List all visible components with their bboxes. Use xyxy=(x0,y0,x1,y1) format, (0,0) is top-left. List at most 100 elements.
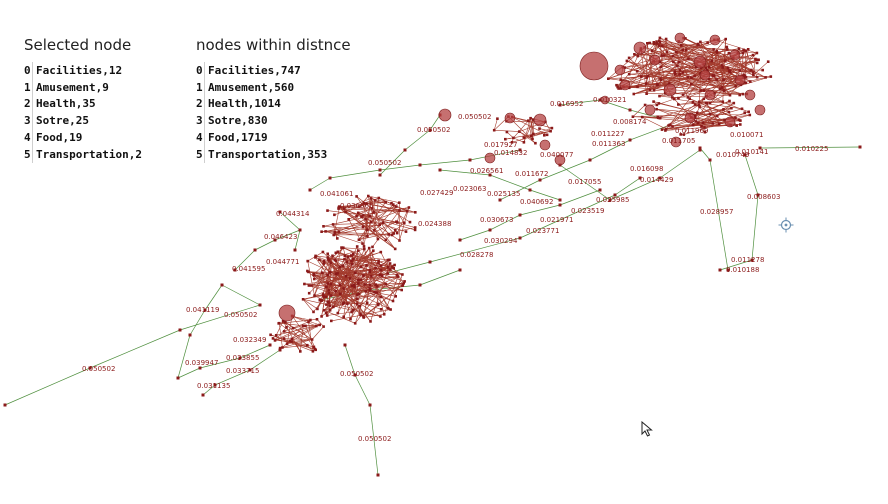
network-node[interactable] xyxy=(645,92,648,95)
network-node[interactable] xyxy=(379,264,383,267)
network-node[interactable] xyxy=(616,85,619,89)
network-node[interactable] xyxy=(308,188,312,192)
network-node[interactable] xyxy=(667,82,671,85)
network-node[interactable] xyxy=(405,209,409,213)
network-hub-node[interactable] xyxy=(619,79,631,91)
network-node[interactable] xyxy=(691,123,695,127)
network-node[interactable] xyxy=(357,282,360,285)
network-node[interactable] xyxy=(326,209,329,212)
network-node[interactable] xyxy=(697,103,701,107)
network-node[interactable] xyxy=(336,237,339,240)
network-hub-node[interactable] xyxy=(663,83,677,97)
network-node[interactable] xyxy=(696,111,699,115)
network-node[interactable] xyxy=(238,356,242,360)
network-node[interactable] xyxy=(518,130,521,133)
network-node[interactable] xyxy=(315,324,318,328)
network-node[interactable] xyxy=(749,80,752,83)
network-node[interactable] xyxy=(332,305,335,309)
network-node[interactable] xyxy=(330,319,333,323)
network-node[interactable] xyxy=(671,54,675,58)
network-node[interactable] xyxy=(248,368,252,372)
network-node[interactable] xyxy=(758,146,762,150)
network-node[interactable] xyxy=(291,326,295,330)
network-node[interactable] xyxy=(355,245,359,248)
network-node[interactable] xyxy=(326,282,329,285)
network-node[interactable] xyxy=(723,118,726,122)
network-node[interactable] xyxy=(698,146,702,150)
network-node[interactable] xyxy=(281,346,284,349)
network-node[interactable] xyxy=(704,101,708,105)
network-node[interactable] xyxy=(322,262,325,265)
network-node[interactable] xyxy=(747,110,750,114)
network-node[interactable] xyxy=(664,37,668,41)
network-node[interactable] xyxy=(391,299,395,303)
network-node[interactable] xyxy=(638,176,642,180)
network-node[interactable] xyxy=(732,101,736,105)
network-node[interactable] xyxy=(282,330,286,333)
network-node[interactable] xyxy=(363,247,366,251)
network-node[interactable] xyxy=(658,176,662,180)
network-node[interactable] xyxy=(755,61,759,65)
network-node[interactable] xyxy=(640,115,644,119)
network-node[interactable] xyxy=(327,292,330,295)
network-node[interactable] xyxy=(679,133,682,136)
network-node[interactable] xyxy=(395,273,399,277)
network-node[interactable] xyxy=(3,403,7,407)
network-node[interactable] xyxy=(543,134,546,137)
network-node[interactable] xyxy=(742,73,745,77)
network-node[interactable] xyxy=(355,195,358,198)
network-node[interactable] xyxy=(690,76,693,79)
network-node[interactable] xyxy=(708,112,712,116)
network-node[interactable] xyxy=(325,314,329,317)
network-node[interactable] xyxy=(342,315,345,319)
network-node[interactable] xyxy=(290,340,293,343)
network-node[interactable] xyxy=(398,209,401,212)
network-node[interactable] xyxy=(655,107,658,111)
network-hub-node[interactable] xyxy=(729,49,741,61)
network-node[interactable] xyxy=(366,234,369,238)
network-node[interactable] xyxy=(372,249,375,252)
network-hub-node[interactable] xyxy=(278,304,296,322)
network-node[interactable] xyxy=(744,49,748,53)
network-hub-node[interactable] xyxy=(539,139,551,151)
network-node[interactable] xyxy=(324,230,327,233)
network-node[interactable] xyxy=(328,304,331,308)
network-node[interactable] xyxy=(336,311,340,315)
network-node[interactable] xyxy=(329,282,333,286)
network-node[interactable] xyxy=(635,70,639,73)
network-node[interactable] xyxy=(334,251,338,255)
network-node[interactable] xyxy=(346,302,349,306)
network-hub-node[interactable] xyxy=(614,64,626,76)
network-node[interactable] xyxy=(658,36,662,40)
network-node[interactable] xyxy=(658,39,661,42)
network-node[interactable] xyxy=(377,259,380,263)
network-node[interactable] xyxy=(438,168,442,172)
network-node[interactable] xyxy=(329,270,332,274)
network-node[interactable] xyxy=(368,283,372,287)
network-node[interactable] xyxy=(358,304,361,308)
network-node[interactable] xyxy=(761,68,764,72)
network-node[interactable] xyxy=(510,141,514,144)
network-node[interactable] xyxy=(655,40,658,43)
network-node[interactable] xyxy=(282,337,286,340)
network-node[interactable] xyxy=(344,274,348,278)
network-node[interactable] xyxy=(381,221,385,224)
network-node[interactable] xyxy=(362,245,366,248)
network-node[interactable] xyxy=(652,89,656,92)
network-node[interactable] xyxy=(741,51,745,55)
network-node[interactable] xyxy=(613,193,617,197)
network-node[interactable] xyxy=(632,92,636,96)
network-node[interactable] xyxy=(379,268,383,272)
network-node[interactable] xyxy=(363,283,367,286)
network-node[interactable] xyxy=(365,202,368,205)
network-node[interactable] xyxy=(757,58,760,62)
network-node[interactable] xyxy=(640,75,643,78)
network-node[interactable] xyxy=(357,249,360,252)
network-node[interactable] xyxy=(322,225,325,228)
network-node[interactable] xyxy=(352,309,355,312)
network-node[interactable] xyxy=(378,168,382,172)
network-node[interactable] xyxy=(407,206,411,209)
network-node[interactable] xyxy=(726,268,730,272)
network-node[interactable] xyxy=(306,259,309,263)
network-node[interactable] xyxy=(492,128,496,132)
